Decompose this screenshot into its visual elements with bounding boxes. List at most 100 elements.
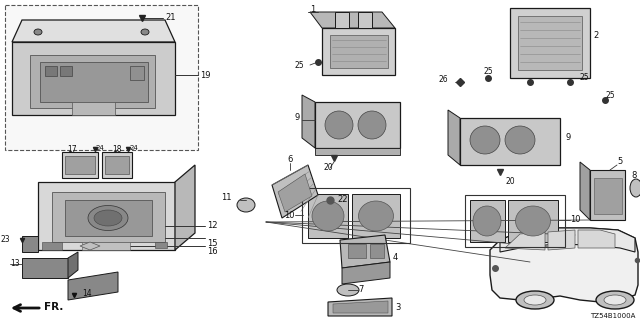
Polygon shape [358,12,372,28]
Polygon shape [68,272,118,300]
Text: 20: 20 [324,164,333,172]
Text: 3: 3 [395,303,401,313]
Bar [130,66,144,80]
Text: 7: 7 [358,285,364,294]
Polygon shape [22,236,38,252]
Polygon shape [518,16,582,70]
Polygon shape [68,252,78,278]
Polygon shape [594,178,622,214]
Text: 25: 25 [483,68,493,76]
Text: 14: 14 [82,290,92,299]
Text: 1: 1 [310,5,316,14]
Polygon shape [340,235,390,268]
Bar [348,244,366,258]
Text: 17: 17 [67,145,77,154]
Polygon shape [342,262,390,284]
Ellipse shape [312,201,344,231]
Polygon shape [448,110,460,165]
Polygon shape [278,174,312,212]
Polygon shape [12,20,175,42]
Polygon shape [175,165,195,250]
Text: 18: 18 [112,145,122,154]
Polygon shape [335,12,349,28]
Polygon shape [38,182,175,250]
Polygon shape [80,242,100,250]
Text: 25: 25 [294,60,304,69]
Polygon shape [22,258,68,278]
Text: 11: 11 [221,194,232,203]
Text: 15: 15 [207,239,218,249]
Ellipse shape [237,198,255,212]
Ellipse shape [94,210,122,226]
Ellipse shape [141,29,149,35]
Polygon shape [12,42,175,115]
Bar [45,66,57,76]
Ellipse shape [630,179,640,197]
Polygon shape [590,170,625,220]
Polygon shape [580,162,590,220]
Text: 22: 22 [337,196,348,204]
Text: 26: 26 [438,76,448,84]
Polygon shape [62,152,98,178]
Polygon shape [548,230,575,250]
Ellipse shape [34,29,42,35]
Text: 8: 8 [631,172,637,180]
Polygon shape [272,165,318,218]
Polygon shape [40,62,148,102]
Bar [465,195,565,247]
Polygon shape [52,192,165,242]
Bar [302,188,410,243]
Ellipse shape [88,205,128,230]
Text: 24: 24 [96,145,105,151]
Ellipse shape [516,291,554,309]
Ellipse shape [604,295,626,305]
Text: 2: 2 [593,30,598,39]
Polygon shape [352,194,400,238]
Bar [370,244,384,258]
Text: 5: 5 [617,157,622,166]
Text: 21: 21 [165,13,175,22]
Text: 9: 9 [295,114,300,123]
Polygon shape [72,102,115,115]
Ellipse shape [470,126,500,154]
Polygon shape [30,55,155,108]
Polygon shape [500,228,635,252]
Text: 6: 6 [287,156,292,164]
Text: 23: 23 [1,236,10,244]
Polygon shape [460,118,560,165]
Text: 19: 19 [200,70,211,79]
Bar [42,242,62,250]
Polygon shape [82,242,130,250]
Text: 10: 10 [285,211,295,220]
Ellipse shape [515,206,550,236]
Polygon shape [578,230,615,248]
Text: 20: 20 [505,178,515,187]
Polygon shape [308,194,348,238]
Text: 12: 12 [207,221,218,230]
Bar [5,5,198,150]
Polygon shape [65,200,152,236]
Text: 10: 10 [570,215,580,225]
Text: 24: 24 [130,145,139,151]
Polygon shape [330,35,388,68]
Polygon shape [310,12,395,28]
Text: 25: 25 [605,91,614,100]
Ellipse shape [473,206,501,236]
Text: 25: 25 [580,74,589,83]
Polygon shape [328,298,392,316]
Polygon shape [322,28,395,75]
Polygon shape [333,301,388,313]
Text: 4: 4 [393,253,398,262]
Ellipse shape [325,111,353,139]
Polygon shape [315,148,400,155]
Ellipse shape [337,284,359,296]
Ellipse shape [358,201,394,231]
Bar [155,242,167,248]
Ellipse shape [524,295,546,305]
Text: 16: 16 [207,247,218,257]
Ellipse shape [358,111,386,139]
Polygon shape [508,200,558,242]
Polygon shape [470,200,505,242]
Polygon shape [510,8,590,78]
Text: FR.: FR. [44,302,63,312]
